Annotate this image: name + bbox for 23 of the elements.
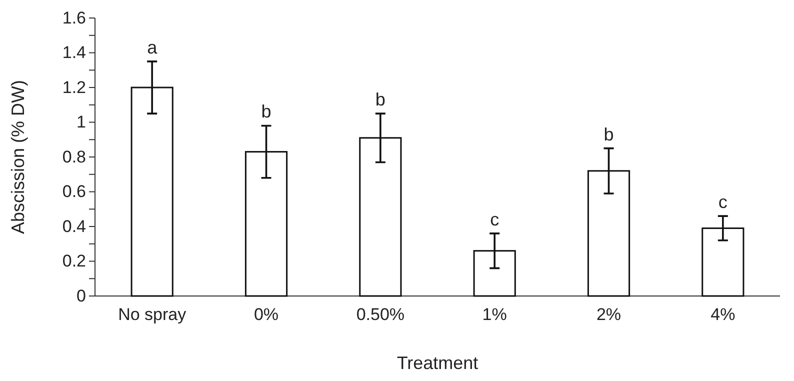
y-tick-label: 0.4 <box>62 216 86 236</box>
x-tick-label: 0.50% <box>356 305 405 324</box>
annotation: b <box>375 90 386 110</box>
annotation: a <box>147 37 158 58</box>
x-tick-label: 4% <box>710 305 736 324</box>
y-tick-label: 0.6 <box>62 182 86 202</box>
y-tick-label: 1 <box>76 112 86 132</box>
x-axis-title: Treatment <box>396 353 478 373</box>
y-tick-label: 0.8 <box>62 147 86 166</box>
x-tick-label: 0% <box>254 305 279 324</box>
x-tick-label: 1% <box>482 305 507 324</box>
y-tick-label: 1.2 <box>62 78 86 97</box>
x-tick-label: 2% <box>596 305 622 324</box>
y-axis-title: Abscission (% DW) <box>8 80 28 234</box>
y-tick-label: 1.6 <box>62 8 86 28</box>
annotation: b <box>261 102 272 122</box>
y-tick-label: 1.4 <box>62 43 86 62</box>
x-tick-label: No spray <box>118 305 187 324</box>
y-tick-label: 0 <box>76 286 86 306</box>
annotation: c <box>718 192 728 212</box>
y-tick-label: 0.2 <box>62 252 86 271</box>
annotation: c <box>490 209 500 230</box>
annotation: b <box>604 124 614 144</box>
